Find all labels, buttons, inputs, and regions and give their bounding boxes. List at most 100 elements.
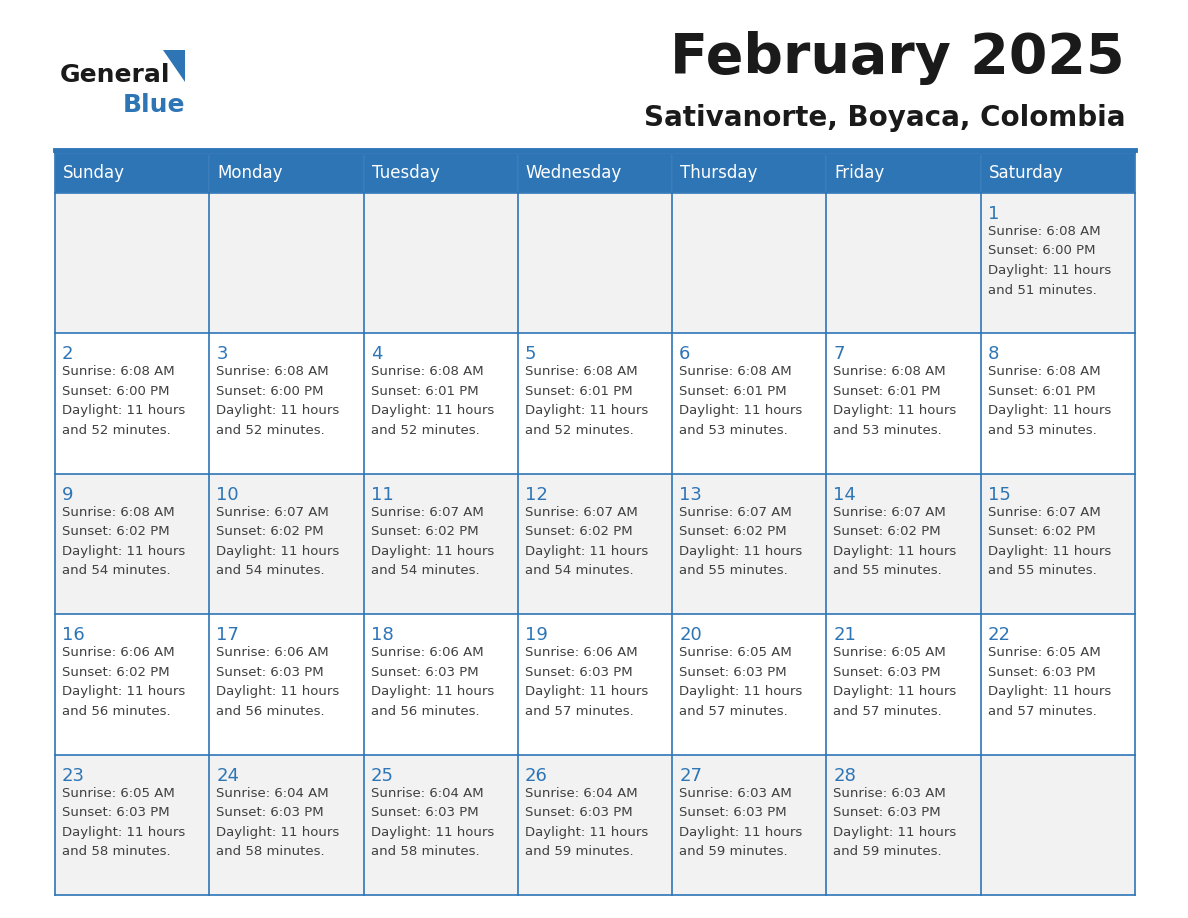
Text: Daylight: 11 hours: Daylight: 11 hours: [216, 544, 340, 558]
Text: Daylight: 11 hours: Daylight: 11 hours: [216, 685, 340, 699]
Text: and 51 minutes.: and 51 minutes.: [987, 284, 1097, 297]
Bar: [518, 333, 672, 474]
Bar: [672, 614, 827, 755]
Text: Sunset: 6:02 PM: Sunset: 6:02 PM: [834, 525, 941, 538]
Bar: [209, 153, 364, 193]
Bar: [55, 153, 209, 193]
Text: Daylight: 11 hours: Daylight: 11 hours: [680, 544, 802, 558]
Bar: [364, 153, 518, 193]
Text: Sunrise: 6:07 AM: Sunrise: 6:07 AM: [834, 506, 946, 519]
Text: 28: 28: [834, 767, 857, 785]
Bar: [827, 193, 981, 333]
Text: Thursday: Thursday: [681, 164, 758, 182]
Text: and 56 minutes.: and 56 minutes.: [216, 705, 324, 718]
Text: Sunset: 6:01 PM: Sunset: 6:01 PM: [525, 385, 632, 397]
Text: Sunset: 6:02 PM: Sunset: 6:02 PM: [216, 525, 324, 538]
Text: Sunrise: 6:07 AM: Sunrise: 6:07 AM: [371, 506, 484, 519]
Text: Tuesday: Tuesday: [372, 164, 440, 182]
Text: Sunrise: 6:08 AM: Sunrise: 6:08 AM: [834, 365, 946, 378]
Text: Daylight: 11 hours: Daylight: 11 hours: [834, 405, 956, 418]
Text: Blue: Blue: [124, 93, 185, 117]
Bar: [364, 333, 518, 474]
Text: 19: 19: [525, 626, 548, 644]
Bar: [55, 474, 209, 614]
Text: Sunrise: 6:04 AM: Sunrise: 6:04 AM: [371, 787, 484, 800]
Text: 1: 1: [987, 205, 999, 223]
Text: Sunset: 6:02 PM: Sunset: 6:02 PM: [680, 525, 786, 538]
Text: and 58 minutes.: and 58 minutes.: [371, 845, 479, 858]
Text: Daylight: 11 hours: Daylight: 11 hours: [62, 405, 185, 418]
Text: and 57 minutes.: and 57 minutes.: [525, 705, 633, 718]
Text: Sunrise: 6:06 AM: Sunrise: 6:06 AM: [216, 646, 329, 659]
Bar: [672, 153, 827, 193]
Text: Sunrise: 6:08 AM: Sunrise: 6:08 AM: [62, 365, 175, 378]
Text: Sunset: 6:03 PM: Sunset: 6:03 PM: [680, 666, 786, 678]
Bar: [55, 333, 209, 474]
Bar: [518, 153, 672, 193]
Text: Sunset: 6:02 PM: Sunset: 6:02 PM: [371, 525, 479, 538]
Text: Sunset: 6:02 PM: Sunset: 6:02 PM: [62, 666, 170, 678]
Text: Sunset: 6:03 PM: Sunset: 6:03 PM: [371, 806, 479, 819]
Text: Sunrise: 6:08 AM: Sunrise: 6:08 AM: [680, 365, 791, 378]
Text: Sunset: 6:02 PM: Sunset: 6:02 PM: [987, 525, 1095, 538]
Text: Sunrise: 6:03 AM: Sunrise: 6:03 AM: [680, 787, 792, 800]
Bar: [364, 193, 518, 333]
Text: Daylight: 11 hours: Daylight: 11 hours: [987, 544, 1111, 558]
Text: Sunset: 6:03 PM: Sunset: 6:03 PM: [525, 666, 632, 678]
Bar: [981, 755, 1135, 895]
Text: Sunrise: 6:08 AM: Sunrise: 6:08 AM: [987, 365, 1100, 378]
Bar: [209, 614, 364, 755]
Text: and 53 minutes.: and 53 minutes.: [987, 424, 1097, 437]
Bar: [364, 614, 518, 755]
Text: Monday: Monday: [217, 164, 283, 182]
Text: and 57 minutes.: and 57 minutes.: [987, 705, 1097, 718]
Text: 21: 21: [834, 626, 857, 644]
Text: 10: 10: [216, 486, 239, 504]
Text: and 52 minutes.: and 52 minutes.: [62, 424, 171, 437]
Text: 9: 9: [62, 486, 74, 504]
Text: 26: 26: [525, 767, 548, 785]
Bar: [209, 193, 364, 333]
Bar: [981, 614, 1135, 755]
Text: Daylight: 11 hours: Daylight: 11 hours: [680, 685, 802, 699]
Text: and 56 minutes.: and 56 minutes.: [62, 705, 171, 718]
Bar: [981, 333, 1135, 474]
Text: and 57 minutes.: and 57 minutes.: [834, 705, 942, 718]
Text: Sunset: 6:00 PM: Sunset: 6:00 PM: [216, 385, 324, 397]
Text: Sunset: 6:03 PM: Sunset: 6:03 PM: [987, 666, 1095, 678]
Text: Daylight: 11 hours: Daylight: 11 hours: [525, 825, 649, 839]
Text: Daylight: 11 hours: Daylight: 11 hours: [62, 825, 185, 839]
Text: Wednesday: Wednesday: [526, 164, 623, 182]
Text: Sunset: 6:01 PM: Sunset: 6:01 PM: [680, 385, 786, 397]
Text: 17: 17: [216, 626, 239, 644]
Text: Sunrise: 6:07 AM: Sunrise: 6:07 AM: [680, 506, 792, 519]
Text: Sunday: Sunday: [63, 164, 125, 182]
Bar: [827, 474, 981, 614]
Bar: [981, 474, 1135, 614]
Text: and 53 minutes.: and 53 minutes.: [834, 424, 942, 437]
Bar: [55, 614, 209, 755]
Text: Sunrise: 6:05 AM: Sunrise: 6:05 AM: [834, 646, 946, 659]
Text: February 2025: February 2025: [670, 31, 1125, 85]
Text: and 57 minutes.: and 57 minutes.: [680, 705, 788, 718]
Text: Daylight: 11 hours: Daylight: 11 hours: [987, 264, 1111, 277]
Text: Daylight: 11 hours: Daylight: 11 hours: [525, 685, 649, 699]
Text: Sunset: 6:02 PM: Sunset: 6:02 PM: [62, 525, 170, 538]
Bar: [55, 193, 209, 333]
Text: 20: 20: [680, 626, 702, 644]
Text: 4: 4: [371, 345, 383, 364]
Text: 6: 6: [680, 345, 690, 364]
Text: and 52 minutes.: and 52 minutes.: [216, 424, 326, 437]
Text: Sunrise: 6:08 AM: Sunrise: 6:08 AM: [525, 365, 638, 378]
Text: 8: 8: [987, 345, 999, 364]
Text: 12: 12: [525, 486, 548, 504]
Polygon shape: [163, 50, 185, 82]
Text: Sunrise: 6:06 AM: Sunrise: 6:06 AM: [525, 646, 638, 659]
Text: 23: 23: [62, 767, 86, 785]
Bar: [518, 193, 672, 333]
Bar: [827, 614, 981, 755]
Text: 18: 18: [371, 626, 393, 644]
Text: and 54 minutes.: and 54 minutes.: [62, 565, 171, 577]
Text: Daylight: 11 hours: Daylight: 11 hours: [371, 685, 494, 699]
Text: and 52 minutes.: and 52 minutes.: [525, 424, 633, 437]
